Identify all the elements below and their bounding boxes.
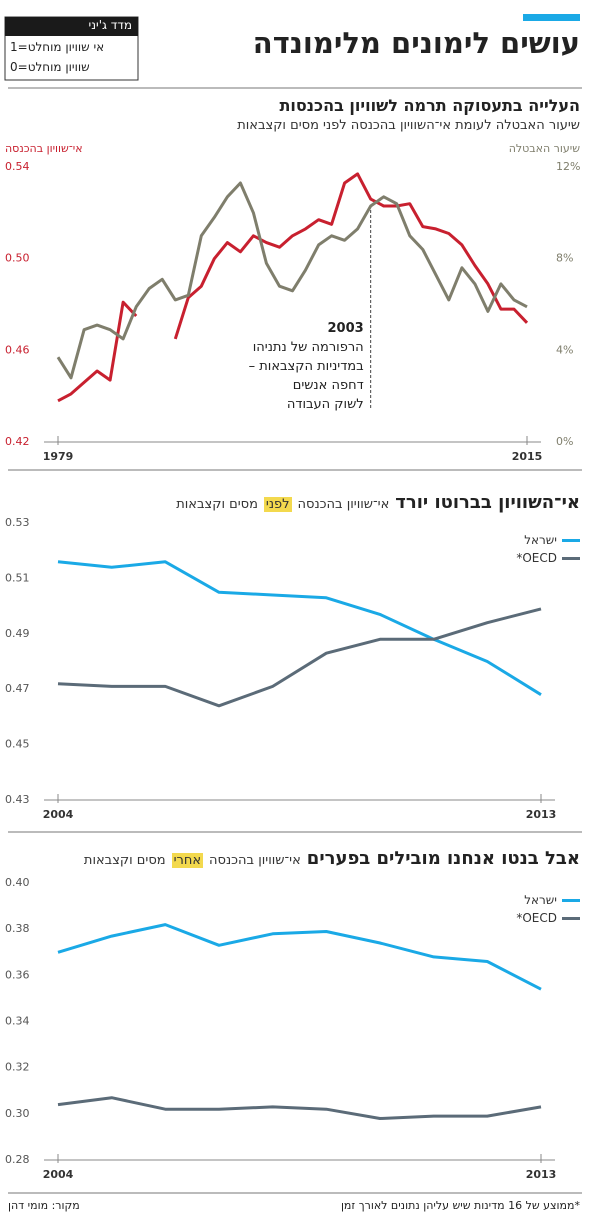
y2-tick-label: 12% [556,160,580,173]
chart-subtitle: מסים וקצבאות [176,497,258,512]
legend-item: OECD* [516,911,580,925]
y-tick-label: 0.51 [5,571,30,584]
x-tick-label: 2013 [526,1168,557,1181]
annotation-text: הרפורמה של נתניהו [252,340,364,355]
x-tick-label: 2013 [526,808,557,821]
chart-heading: אי־השוויון בברוטו יורד אי־שוויון בהכנסה … [176,492,580,513]
y-tick-label: 0.45 [5,738,30,751]
footnote: *ממוצע של 16 מדינות שיש עליהן נתונים לאו… [340,1199,580,1212]
legend-item: ישראל [524,893,580,907]
legend-box-item: 1=אי שוויון מוחלט [10,40,105,54]
y-tick-label: 0.30 [5,1107,30,1120]
series-line [57,1096,542,1120]
x-tick-label: 2004 [43,808,74,821]
source: מקור: מומי דהן [8,1199,80,1212]
series-line [57,607,542,708]
y-tick-label: 0.42 [5,435,30,448]
legend-box-title: מדד ג'יני [88,18,132,32]
y-tick-label: 0.47 [5,682,30,695]
y2-tick-label: 4% [556,343,573,356]
y-tick-label: 0.50 [5,252,30,265]
series-line [56,181,528,380]
chart-subtitle: שיעור האבטלה לעומת אי־השוויון בהכנסה לפנ… [237,118,580,133]
chart-subtitle: מסים וקצבאות [83,853,166,868]
chart-subtitle-highlight: אחרי [171,853,204,868]
series-line [57,923,542,991]
y2-tick-label: 0% [556,435,573,448]
legend-swatch [562,556,580,560]
y-tick-label: 0.43 [5,793,30,806]
series-line [57,172,529,403]
series-line [57,560,542,696]
y-tick-label: 0.54 [5,160,30,173]
y-tick-label: 0.49 [5,627,30,640]
accent-bar [523,14,580,21]
x-tick-label: 2015 [512,450,543,463]
annotation-text: דחפה אנשים [292,378,364,393]
legend-swatch [562,898,580,902]
y-tick-label: 0.28 [5,1153,30,1166]
legend-box-header [5,17,138,36]
legend-item: ישראל [524,533,580,547]
y-tick-label: 0.34 [5,1015,30,1028]
chart-subtitle: אי־שוויון בהכנסה [297,497,390,512]
y2-tick-label: 8% [556,252,573,265]
y2-axis-label: שיעור האבטלה [508,142,580,155]
legend-swatch [562,916,580,920]
legend-label: OECD* [516,911,557,925]
y-tick-label: 0.40 [5,876,30,889]
y-tick-label: 0.38 [5,922,30,935]
annotation-text: לשוק העבודה [286,397,364,412]
y-tick-label: 0.32 [5,1061,30,1074]
annotation-label: 2003 [327,321,364,336]
chart-subtitle-highlight: לפני [263,497,292,512]
chart-title: אבל בנטו אנחנו מובילים בפערים [306,848,580,869]
y-tick-label: 0.46 [5,343,30,356]
y-tick-label: 0.53 [5,516,30,529]
legend-label: ישראל [524,533,557,547]
legend-box-item: 0=שוויון מוחלט [10,60,90,74]
x-tick-label: 1979 [43,450,74,463]
annotation: 2003 הרפורמה של נתניהו במדיניות הקצבאות – ד… [249,319,364,414]
chart-title: העלייה בתעסוקה תרמה לשוויון בהכנסות [279,96,581,115]
chart-subtitle: אי־שוויון בהכנסה [209,853,301,868]
x-tick-label: 2004 [43,1168,74,1181]
page-title: עושים לימונים מלימונדה [252,26,580,60]
legend-label: OECD* [516,551,557,565]
annotation-text: במדיניות הקצבאות – [248,359,364,374]
legend-label: ישראל [524,893,557,907]
legend-item: OECD* [516,551,580,565]
chart-heading: אבל בנטו אנחנו מובילים בפערים אי־שוויון … [84,848,580,869]
legend-swatch [562,538,580,542]
chart-title: אי־השוויון בברוטו יורד [395,492,580,513]
y-axis-label: אי־שוויון בהכנסה [5,142,83,155]
y-tick-label: 0.36 [5,968,30,981]
